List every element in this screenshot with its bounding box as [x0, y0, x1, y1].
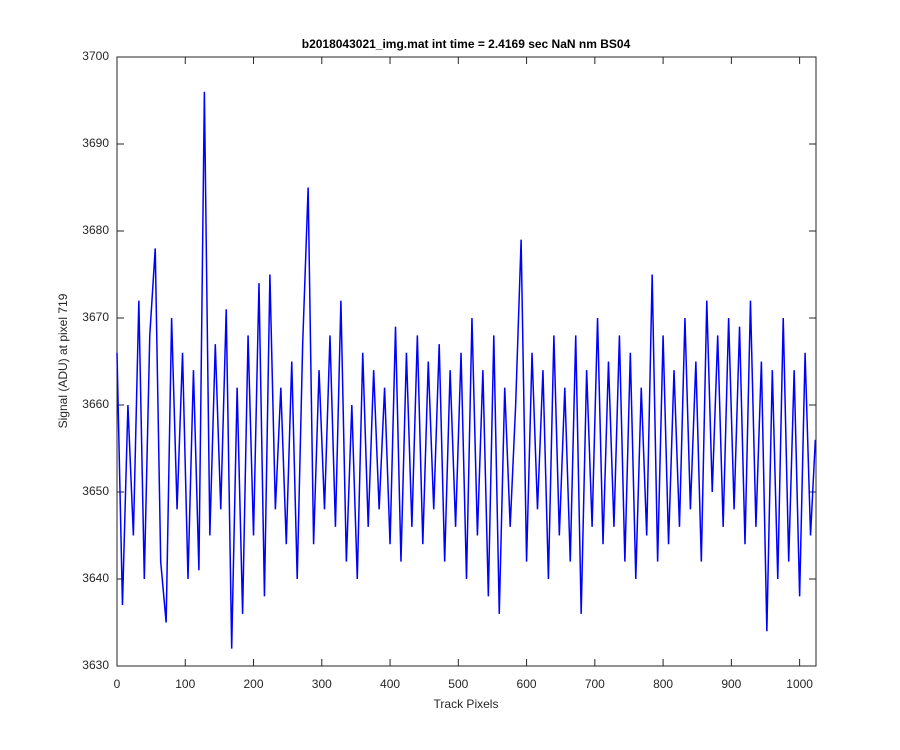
y-tick-label: 3640 — [82, 571, 109, 585]
y-tick-label: 3690 — [82, 136, 109, 150]
x-axis-label: Track Pixels — [434, 697, 499, 711]
x-tick-label: 100 — [175, 677, 195, 691]
y-tick-label: 3700 — [82, 49, 109, 63]
y-tick-label: 3650 — [82, 484, 109, 498]
x-tick-label: 700 — [585, 677, 605, 691]
x-tick-label: 400 — [380, 677, 400, 691]
x-tick-label: 900 — [721, 677, 741, 691]
x-tick-label: 800 — [653, 677, 673, 691]
chart-title: b2018043021_img.mat int time = 2.4169 se… — [302, 37, 631, 51]
y-tick-label: 3660 — [82, 397, 109, 411]
y-tick-label: 3680 — [82, 223, 109, 237]
x-tick-label: 500 — [448, 677, 468, 691]
y-axis-label: Signal (ADU) at pixel 719 — [56, 293, 70, 428]
data-line — [116, 91, 817, 649]
x-tick-label: 200 — [244, 677, 264, 691]
x-tick-label: 1000 — [786, 677, 813, 691]
y-tick-label: 3670 — [82, 310, 109, 324]
y-tick-label: 3630 — [82, 658, 109, 672]
x-tick-label: 0 — [114, 677, 121, 691]
x-tick-label: 600 — [517, 677, 537, 691]
x-tick-label: 300 — [312, 677, 332, 691]
